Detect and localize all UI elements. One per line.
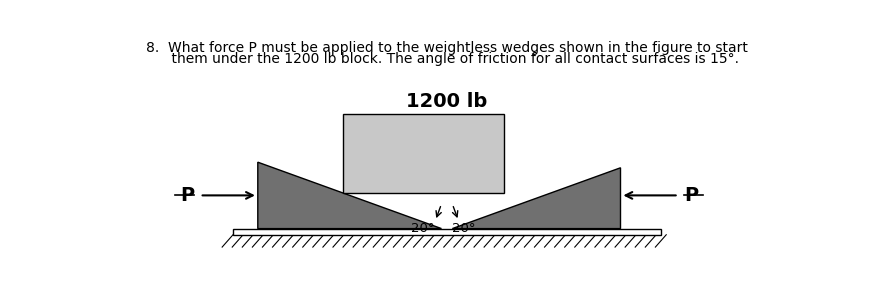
- Polygon shape: [453, 168, 621, 229]
- Text: 8.  What force P must be applied to the weightless wedges shown in the figure to: 8. What force P must be applied to the w…: [146, 41, 748, 55]
- Text: P: P: [181, 186, 194, 205]
- Bar: [233, 229, 661, 235]
- Polygon shape: [258, 162, 441, 229]
- Text: 20°: 20°: [452, 222, 475, 235]
- Text: 20°: 20°: [411, 222, 434, 235]
- Text: them under the 1200 lb block. The angle of friction for all contact surfaces is : them under the 1200 lb block. The angle …: [154, 52, 739, 65]
- Text: 1200 lb: 1200 lb: [406, 92, 487, 111]
- Bar: [343, 114, 504, 193]
- Text: P: P: [684, 186, 698, 205]
